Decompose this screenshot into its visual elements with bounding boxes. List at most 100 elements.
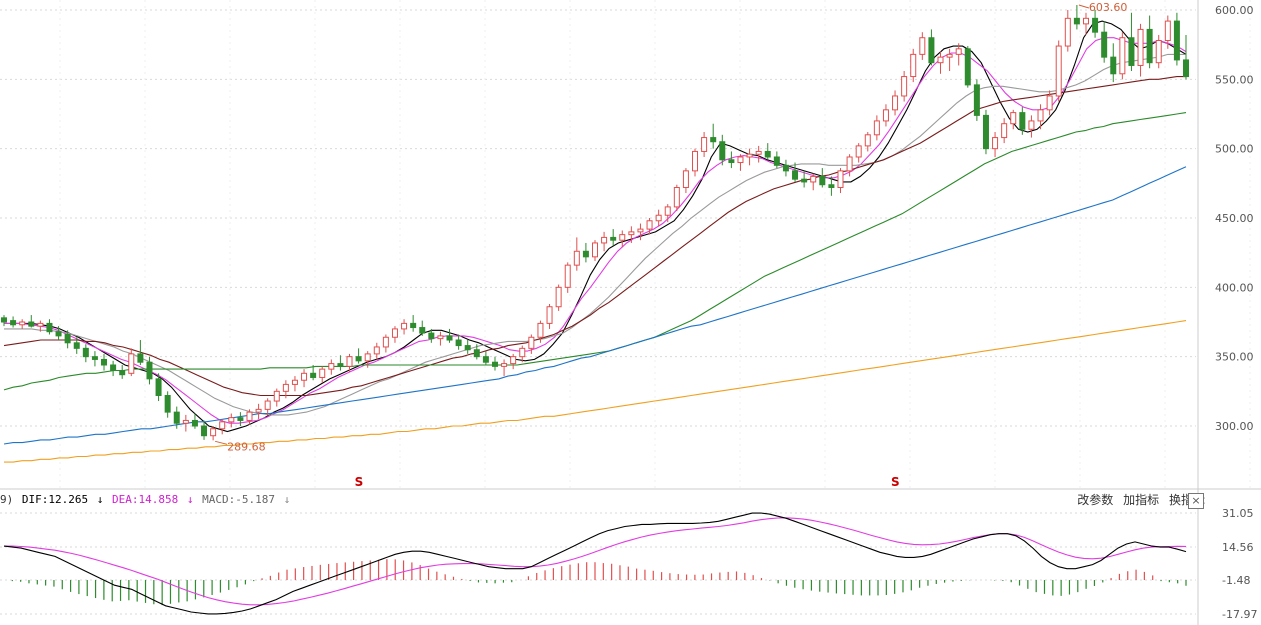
candle-body <box>1183 59 1189 78</box>
candle-body <box>819 175 826 186</box>
candle-body <box>373 346 380 355</box>
ma30-line <box>3 76 1186 397</box>
candle-body <box>719 141 726 161</box>
ma120-line <box>3 166 1187 445</box>
candle-body <box>273 390 280 402</box>
macd-grid <box>0 512 1196 615</box>
candle-body <box>1037 109 1044 122</box>
candle-body <box>746 153 753 158</box>
candle-body <box>19 321 26 326</box>
candle-body <box>328 363 335 370</box>
candle-body <box>828 184 835 188</box>
candle-body <box>810 175 817 183</box>
candle-body <box>310 372 317 378</box>
candle-body <box>1110 56 1117 75</box>
candle-body <box>155 378 162 396</box>
candle-body <box>1046 95 1053 111</box>
macd-tick-label: -17.97 <box>1222 608 1257 621</box>
candle-body <box>537 322 544 338</box>
high-marker-arrow <box>1078 4 1090 9</box>
candle-body <box>1055 45 1062 97</box>
macd-tick-label: 14.56 <box>1222 541 1254 554</box>
candle-body <box>646 220 653 230</box>
candle-body <box>191 419 198 427</box>
candle-body <box>510 356 517 365</box>
ma10-line <box>4 37 1187 424</box>
candle-body <box>1164 20 1171 42</box>
candle-body <box>882 109 889 122</box>
candle-body <box>619 234 626 241</box>
change-params-button[interactable]: 改参数 <box>1077 493 1114 507</box>
macd-histogram <box>11 559 1187 606</box>
candle-body <box>919 37 926 55</box>
candle-body <box>655 214 662 222</box>
candle-body <box>255 408 262 413</box>
candle-body <box>637 228 644 233</box>
candle-body <box>355 356 362 362</box>
candle-body <box>28 321 35 327</box>
candle-body <box>1137 28 1144 66</box>
moving-average-lines <box>3 20 1187 463</box>
candle-body <box>501 363 508 367</box>
candle-body <box>219 421 226 430</box>
candle-body <box>10 320 17 326</box>
ma20-line <box>4 53 1186 416</box>
candle-body <box>319 368 326 378</box>
candle-body <box>1028 120 1035 130</box>
candle-body <box>864 134 871 147</box>
candle-body <box>555 286 562 308</box>
candle-body <box>37 322 44 327</box>
candle-body <box>301 372 308 381</box>
candle-body <box>391 328 398 338</box>
candle-body <box>1082 17 1089 25</box>
price-axis: 600.00 550.00 500.00 450.00 400.00 350.00 300.… <box>1215 4 1254 433</box>
candle-body <box>282 383 289 392</box>
candle-body <box>210 428 217 437</box>
macd-arrow: ↓ <box>283 493 291 506</box>
candle-body <box>710 137 717 143</box>
macd-legend: 9) DIF:12.265 ↓ DEA:14.858 ↓ MACD:-5.187… <box>0 493 292 506</box>
candle-body <box>364 353 371 362</box>
candle-body <box>401 322 408 330</box>
ma250-line <box>4 320 1187 463</box>
candle-body <box>610 236 617 241</box>
candle-body <box>455 339 462 347</box>
add-indicator-button[interactable]: 加指标 <box>1123 493 1160 507</box>
candle-body <box>564 264 571 288</box>
candle-body <box>1092 17 1099 33</box>
candle-body <box>382 336 389 348</box>
low-marker-arrow <box>215 440 228 445</box>
candle-body <box>91 356 98 360</box>
candle-body <box>1073 17 1080 25</box>
candlesticks <box>1 5 1189 441</box>
candle-body <box>419 327 426 334</box>
candle-body <box>982 114 989 150</box>
candle-body <box>137 353 144 363</box>
candle-body <box>128 353 135 374</box>
candle-body <box>701 137 708 152</box>
candle-body <box>1146 28 1153 64</box>
candle-body <box>337 363 344 367</box>
ma60-line <box>3 112 1187 391</box>
candle-body <box>955 48 962 55</box>
candle-body <box>55 331 62 337</box>
candle-body <box>428 332 435 340</box>
candle-body <box>901 76 908 97</box>
dea-line <box>4 517 1187 606</box>
candle-body <box>173 411 180 424</box>
candle-body <box>437 335 444 340</box>
indicator-tools: 改参数 加指标 换指标 <box>1071 491 1205 508</box>
candle-body <box>1119 37 1126 75</box>
price-tick-label: 300.00 <box>1215 420 1254 433</box>
candle-body <box>692 150 699 172</box>
price-tick-label: 350.00 <box>1215 351 1254 364</box>
close-icon[interactable]: × <box>1188 493 1204 509</box>
candle-body <box>764 150 771 158</box>
candle-body <box>264 400 271 410</box>
candle-body <box>801 178 808 183</box>
candle-body <box>410 322 417 329</box>
candle-body <box>491 361 498 367</box>
candle-body <box>873 120 880 136</box>
price-tick-label: 550.00 <box>1215 73 1254 86</box>
